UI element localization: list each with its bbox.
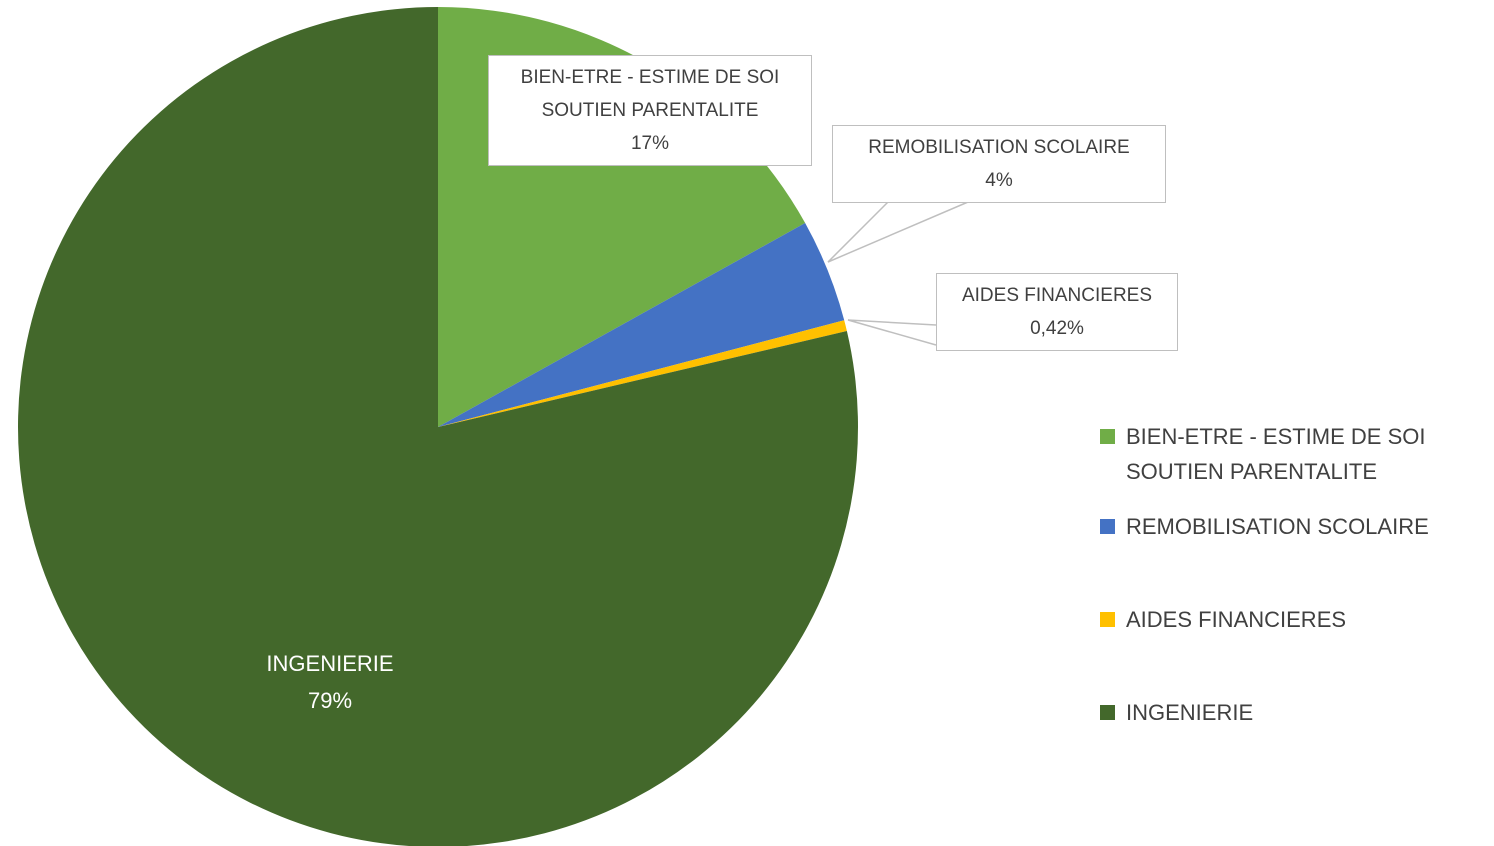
pie-slice: [438, 223, 845, 427]
data-label: INGENIERIE 79%: [200, 645, 460, 719]
data-label-value: 79%: [307, 688, 353, 713]
legend-label: REMOBILISATION SCOLAIRE: [1126, 514, 1429, 539]
data-label-value: 17%: [630, 133, 670, 154]
data-label-category: BIEN-ETRE - ESTIME DE SOI SOUTIEN PARENT…: [520, 67, 780, 121]
legend-item: BIEN-ETRE - ESTIME DE SOI SOUTIEN PARENT…: [1100, 419, 1494, 489]
data-label-category: REMOBILISATION SCOLAIRE: [868, 137, 1130, 158]
legend-swatch: [1100, 612, 1115, 627]
legend-label: BIEN-ETRE - ESTIME DE SOI SOUTIEN PARENT…: [1126, 424, 1426, 484]
legend-label: AIDES FINANCIERES: [1126, 607, 1347, 632]
data-label-value: 0,42%: [1030, 318, 1084, 339]
legend-swatch: [1100, 705, 1115, 720]
legend-swatch: [1100, 519, 1115, 534]
legend-label: INGENIERIE: [1126, 700, 1254, 725]
pie-slice: [18, 7, 858, 846]
data-label: REMOBILISATION SCOLAIRE 4%: [832, 125, 1166, 203]
legend-item: INGENIERIE: [1100, 695, 1494, 730]
legend-item: REMOBILISATION SCOLAIRE: [1100, 509, 1494, 544]
legend-item: AIDES FINANCIERES: [1100, 602, 1494, 637]
pie-slice: [438, 320, 847, 427]
legend-swatch: [1100, 429, 1115, 444]
data-label-value: 4%: [985, 170, 1013, 191]
data-label-category: AIDES FINANCIERES: [961, 285, 1153, 306]
leader-line: [827, 201, 969, 263]
data-label: BIEN-ETRE - ESTIME DE SOI SOUTIEN PARENT…: [488, 55, 812, 166]
data-label: AIDES FINANCIERES 0,42%: [936, 273, 1178, 351]
leader-line: [847, 319, 937, 346]
data-label-category: INGENIERIE: [266, 651, 394, 676]
